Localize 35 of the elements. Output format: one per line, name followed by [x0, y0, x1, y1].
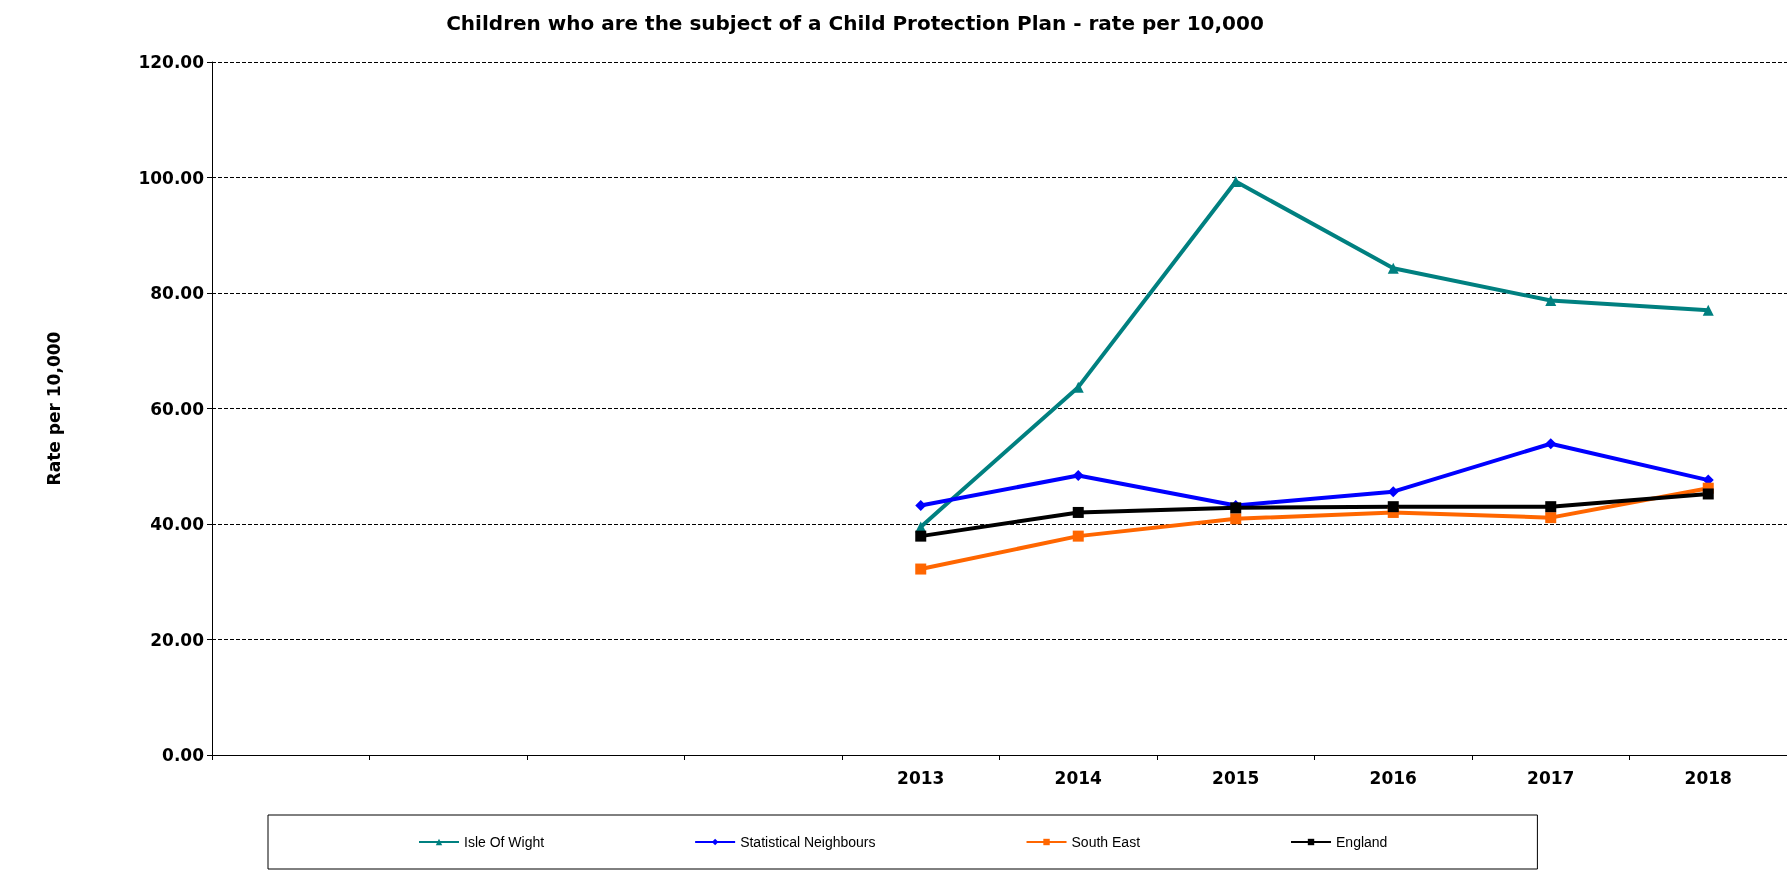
point — [1387, 262, 1399, 274]
y-tick-label: 20.00 — [150, 629, 205, 650]
point — [1702, 304, 1714, 316]
y-tick-label: 120.00 — [138, 52, 205, 72]
point — [1545, 512, 1557, 524]
x-tick-label: 2017 — [1527, 767, 1575, 788]
point — [1230, 176, 1242, 188]
x-tick-label: 2013 — [897, 767, 945, 788]
point — [1545, 501, 1557, 513]
point — [915, 563, 927, 575]
x-tick-label: 2018 — [1684, 767, 1732, 788]
point — [1545, 438, 1557, 450]
y-tick-label: 0.00 — [162, 745, 205, 765]
y-tick-label: 60.00 — [150, 398, 205, 419]
x-tick-label: 2015 — [1212, 767, 1260, 788]
legend-label: England — [1336, 834, 1388, 850]
point — [1072, 506, 1084, 518]
x-tick-label: 2016 — [1369, 767, 1417, 788]
point — [1230, 513, 1242, 525]
legend-label: Statistical Neighbours — [740, 834, 876, 850]
y-axis-title: Rate per 10,000 — [43, 331, 64, 486]
point — [1545, 295, 1557, 307]
point — [1702, 488, 1714, 500]
legend-label: Isle Of Wight — [464, 834, 545, 850]
y-tick-label: 40.00 — [150, 514, 205, 534]
x-tick-label: 2014 — [1054, 767, 1103, 788]
chart-title: Children who are the subject of a Child Protection Plan - rate per 10,000 — [446, 11, 1264, 35]
point — [1387, 501, 1399, 513]
y-tick-label: 100.00 — [138, 167, 205, 188]
legend-label: South East — [1071, 834, 1141, 850]
point — [915, 500, 927, 512]
point — [915, 530, 927, 542]
y-tick-label: 80.00 — [150, 283, 205, 303]
point — [1072, 530, 1084, 542]
point — [1072, 469, 1084, 481]
